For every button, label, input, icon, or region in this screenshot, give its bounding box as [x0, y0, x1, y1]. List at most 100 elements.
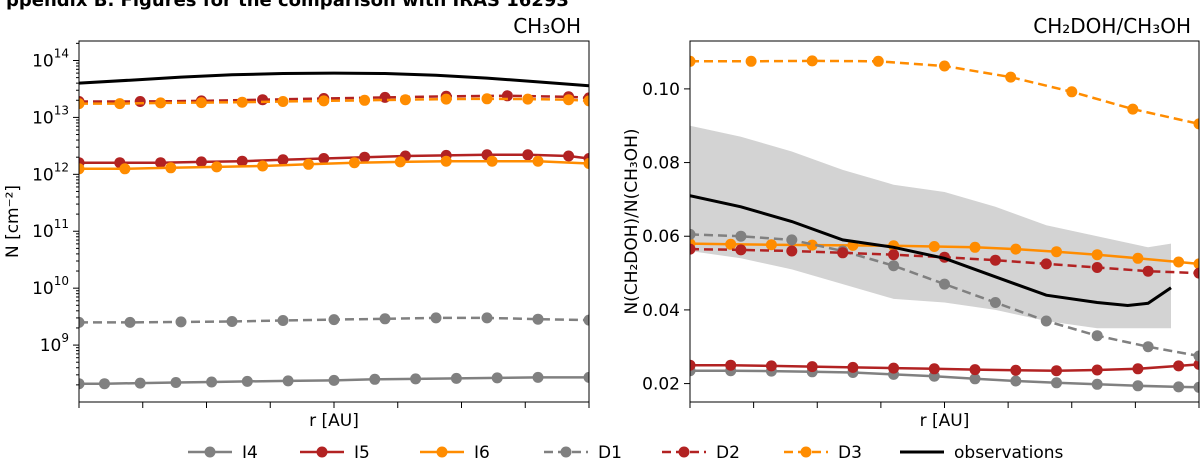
series-observations	[690, 194, 1172, 308]
point-I6	[1091, 249, 1103, 261]
point-D2	[888, 249, 900, 261]
point-I6	[583, 158, 589, 169]
point-D1	[888, 260, 900, 272]
y-tick-label: 0.06	[642, 227, 680, 247]
x-axis-label: r [AU]	[309, 411, 359, 431]
plot-area	[690, 55, 1199, 393]
point-I4	[282, 375, 294, 387]
series-line-I4	[690, 369, 1199, 389]
y-tick-exponent: 13	[54, 103, 69, 117]
series-line-D2	[79, 94, 589, 103]
point-D1	[735, 230, 747, 242]
point-I5	[155, 157, 167, 169]
series-line-observations	[79, 71, 589, 88]
legend-item-I5: I5	[300, 443, 370, 462]
legend-label-I5: I5	[354, 443, 370, 462]
point-I6	[969, 241, 981, 253]
point-D1	[939, 278, 950, 290]
point-D2	[1091, 262, 1103, 273]
point-I4	[1010, 375, 1022, 387]
point-I5	[1132, 363, 1144, 375]
y-tick-exponent: 10	[54, 274, 69, 288]
point-I4	[328, 374, 340, 386]
point-I4	[532, 371, 544, 383]
series-D3	[79, 93, 589, 110]
series-D1	[79, 312, 589, 328]
legend-label-I4: I4	[242, 443, 258, 462]
y-tick-mantissa: 10	[32, 279, 54, 299]
y-tick-exponent: 14	[54, 46, 69, 60]
point-D3	[359, 94, 371, 106]
legend-label-I6: I6	[474, 443, 490, 462]
y-tick-label: 1010	[32, 274, 69, 299]
point-I6	[303, 158, 314, 170]
y-tick-label: 1011	[32, 217, 69, 242]
point-D3	[155, 97, 167, 109]
point-I5	[1010, 364, 1022, 376]
point-D3	[79, 98, 85, 110]
point-D1	[277, 315, 289, 326]
point-I5	[765, 360, 777, 372]
series-line-D1	[690, 233, 1199, 358]
point-I6	[532, 155, 544, 167]
point-D3	[440, 93, 452, 105]
point-I5	[1051, 365, 1062, 377]
legend-marker-I4	[204, 446, 216, 458]
point-I4	[491, 372, 503, 384]
point-I4	[1051, 377, 1062, 389]
series-D3	[690, 55, 1199, 130]
legend-label-D3: D3	[838, 443, 862, 462]
point-D1	[1040, 315, 1052, 327]
series-I5	[690, 358, 1199, 377]
y-tick-label: 0.10	[642, 80, 680, 100]
point-D2	[837, 247, 849, 259]
point-D2	[1142, 265, 1154, 277]
y-tick-label: 0.04	[642, 301, 680, 321]
point-D1	[1091, 330, 1103, 342]
legend-label-D2: D2	[716, 443, 740, 462]
y-tick-label: 1014	[32, 46, 69, 71]
point-I6	[928, 241, 940, 252]
point-I6	[765, 239, 777, 251]
series-observations	[79, 71, 589, 88]
point-I6	[1173, 256, 1185, 268]
series-line-I5	[79, 153, 589, 164]
point-D1	[481, 312, 493, 324]
point-D1	[532, 313, 544, 325]
point-I4	[583, 371, 589, 383]
point-D3	[1005, 71, 1017, 83]
point-D1	[328, 314, 340, 326]
point-I6	[211, 161, 223, 173]
y-tick-exponent: 11	[54, 217, 69, 231]
series-line-I4	[79, 376, 589, 385]
series-I4	[79, 371, 589, 390]
point-I6	[79, 163, 85, 175]
y-tick-exponent: 9	[61, 331, 69, 345]
legend-label-D1: D1	[598, 443, 622, 462]
point-D3	[939, 60, 950, 72]
y-tick-label: 0.02	[642, 375, 680, 395]
point-D2	[690, 243, 696, 255]
legend-item-observations: observations	[900, 443, 1064, 462]
series-I6	[79, 155, 589, 175]
point-D3	[399, 94, 411, 106]
panel-ratio: 0.02 0.04 0.06 0.08 0.10 CH₂DOH/CH₃OH r [AU] N(…	[622, 14, 1200, 431]
point-I4	[241, 375, 253, 387]
point-I6	[1010, 243, 1022, 255]
y-tick-label: 1013	[32, 103, 69, 128]
point-I6	[725, 238, 737, 250]
series-I5	[79, 149, 589, 169]
point-D1	[583, 314, 589, 326]
point-I5	[806, 361, 818, 373]
point-I4	[170, 377, 182, 388]
point-D3	[1127, 103, 1139, 115]
point-I5	[928, 363, 940, 375]
point-I4	[79, 378, 85, 390]
point-I5	[522, 149, 534, 161]
legend-item-I4: I4	[188, 443, 258, 462]
point-I6	[486, 155, 498, 167]
series-line-observations	[690, 194, 1172, 308]
point-D1	[379, 313, 391, 325]
point-I4	[1132, 380, 1144, 392]
